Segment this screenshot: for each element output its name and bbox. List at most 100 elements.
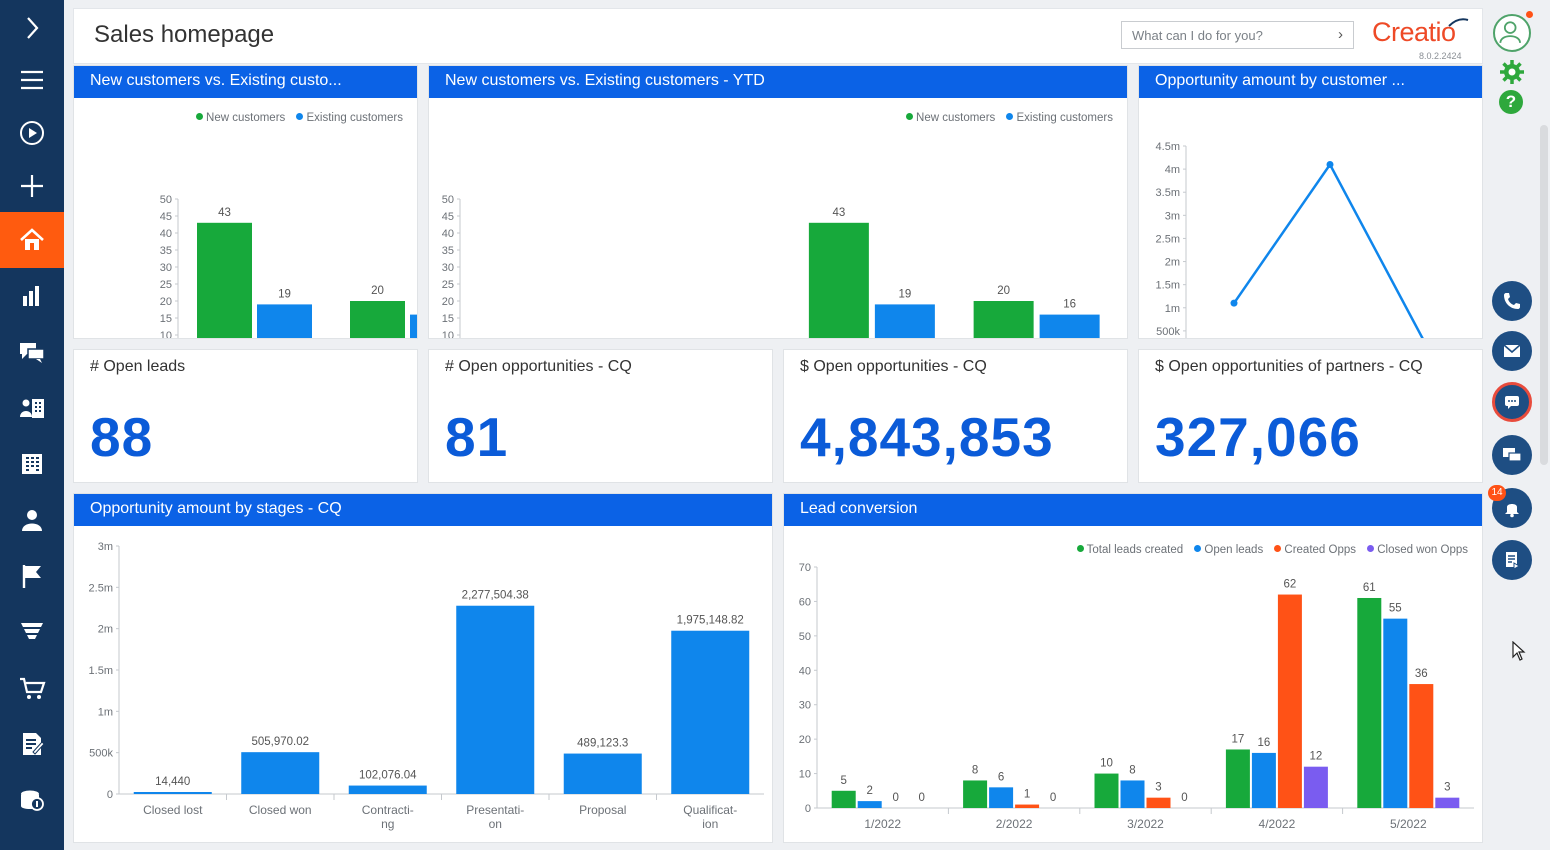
phone-icon[interactable] [1492, 281, 1532, 321]
x-tick-label: Contracti- [362, 803, 414, 817]
data-label: 19 [278, 288, 291, 300]
x-tick-label: 4/2022 [1259, 817, 1296, 831]
bar [808, 222, 869, 338]
command-line-input[interactable]: What can I do for you? › [1121, 21, 1354, 49]
data-label: 0 [1050, 792, 1056, 804]
y-tick-label: 3m [1165, 210, 1180, 222]
user-avatar[interactable] [1493, 14, 1531, 52]
legend-label: Existing customers [306, 112, 403, 124]
online-status-dot [1526, 11, 1533, 18]
x-tick-label: 5/2022 [1390, 817, 1427, 831]
widget-opp-by-stages: Opportunity amount by stages - CQ 0 500k 1… [73, 493, 773, 843]
bar [1435, 797, 1460, 808]
data-label: 16 [1258, 737, 1271, 749]
bar [989, 787, 1014, 808]
y-tick-label: 2m [1165, 257, 1180, 269]
menu-icon[interactable] [0, 52, 64, 108]
bar [1094, 773, 1119, 808]
legend-dot [1076, 545, 1084, 552]
bar [973, 301, 1034, 338]
y-tick-label: 15 [160, 313, 172, 325]
y-tick-label: 10 [442, 330, 454, 338]
expand-chevron-icon[interactable] [0, 0, 64, 56]
y-tick-label: 1m [1165, 303, 1180, 315]
process-icon[interactable] [1492, 540, 1532, 580]
data-label: 102,076.04 [359, 770, 417, 782]
data-label: 2 [866, 785, 872, 797]
series-line [1232, 162, 1424, 338]
dashboards-icon[interactable] [0, 268, 64, 324]
funnel-icon[interactable] [0, 604, 64, 660]
widget-open-opportunities: # Open opportunities - CQ 81 [428, 349, 773, 483]
chevron-right-icon[interactable]: › [1338, 26, 1343, 43]
y-tick-label: 20 [799, 734, 811, 746]
y-tick-label: 1.5m [89, 665, 113, 677]
data-label: 5 [840, 775, 846, 787]
plus-icon[interactable] [0, 158, 64, 214]
x-tick-label: ion [702, 817, 718, 831]
bar [831, 790, 856, 808]
data-label: 14,440 [155, 776, 190, 788]
scrollbar[interactable] [1540, 125, 1548, 465]
bar [1146, 797, 1171, 808]
widget-open-opportunities-amount: $ Open opportunities - CQ 4,843,853 [783, 349, 1128, 483]
data-label: 505,970.02 [251, 736, 309, 748]
page-title: Sales homepage [94, 21, 275, 48]
flag-icon[interactable] [0, 548, 64, 604]
y-tick-label: 30 [160, 262, 172, 274]
x-tick-label: 1/2022 [864, 817, 901, 831]
bar [563, 753, 642, 794]
page-header: Sales homepage What can I do for you? › … [73, 8, 1483, 64]
data-label: 6 [998, 771, 1004, 783]
cart-icon[interactable] [0, 660, 64, 716]
creatio-logo: Creatio [1372, 17, 1456, 47]
y-tick-label: 1.5m [1156, 280, 1180, 292]
y-tick-label: 10 [160, 330, 172, 338]
data-label: 0 [892, 792, 898, 804]
data-label: 8 [972, 764, 978, 776]
help-icon[interactable]: ? [1499, 90, 1523, 114]
bar [410, 314, 417, 338]
document-icon[interactable] [0, 716, 64, 772]
bar [350, 301, 405, 338]
more-icon[interactable] [0, 828, 64, 850]
knowledge-icon[interactable] [0, 772, 64, 828]
bar [1015, 804, 1040, 808]
bar-chart: 0 500k 1m 1.5m 2m 2.5m 3m 14,440 Closed lost 505,… [89, 541, 764, 831]
y-tick-label: 500k [1156, 326, 1180, 338]
y-tick-label: 30 [799, 700, 811, 712]
widget-open-leads: # Open leads 88 [73, 349, 418, 483]
bar [1357, 597, 1382, 808]
widget-title: # Open opportunities - CQ [445, 358, 632, 375]
home-icon[interactable] [0, 212, 64, 268]
data-label: 489,123.3 [577, 738, 628, 750]
y-tick-label: 25 [160, 279, 172, 291]
play-icon[interactable] [0, 105, 64, 161]
legend-dot [906, 113, 914, 120]
data-label: 43 [218, 207, 231, 219]
legend-label: New customers [916, 112, 996, 124]
bar [348, 785, 427, 794]
chat-icon[interactable] [1492, 382, 1532, 422]
feed-icon[interactable] [0, 324, 64, 380]
gear-icon[interactable] [1499, 59, 1525, 90]
legend-dot [196, 113, 204, 120]
contacts-icon[interactable] [0, 492, 64, 548]
widget-lead-conversion: Lead conversion Total leads created Open… [783, 493, 1483, 843]
building-icon[interactable] [0, 436, 64, 492]
y-tick-label: 40 [160, 228, 172, 240]
data-label: 17 [1232, 733, 1245, 745]
accounts-icon[interactable] [0, 380, 64, 436]
data-label: 20 [997, 285, 1010, 297]
legend-label: New customers [206, 112, 286, 124]
email-icon[interactable] [1492, 331, 1532, 371]
y-tick-label: 50 [799, 631, 811, 643]
y-tick-label: 2m [98, 624, 113, 636]
x-tick-label: Proposal [579, 803, 626, 817]
data-label: 12 [1310, 751, 1323, 763]
y-tick-label: 45 [160, 211, 172, 223]
y-tick-label: 25 [442, 279, 454, 291]
feed-icon[interactable] [1492, 435, 1532, 475]
legend-dot [1367, 545, 1375, 552]
widget-new-vs-existing-ytd: New customers vs. Existing customers - Y… [428, 65, 1128, 339]
